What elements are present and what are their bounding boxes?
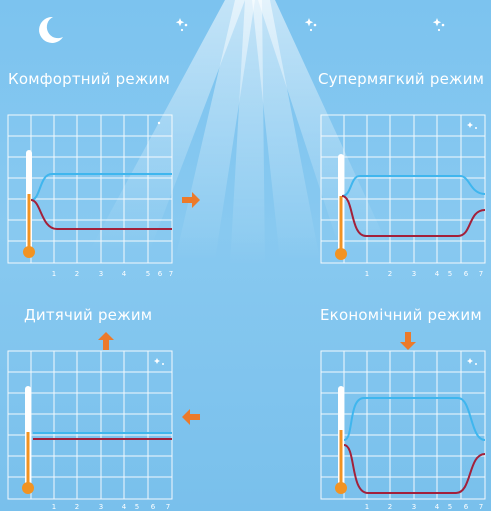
x-tick: 5 bbox=[146, 270, 150, 278]
chart-supersoft: 1 2 3 4 5 6 7 bbox=[320, 114, 486, 278]
x-tick: 7 bbox=[479, 270, 483, 278]
cool-curve bbox=[343, 397, 486, 441]
warm-curve bbox=[341, 195, 486, 237]
chart-moon-stars-icon bbox=[456, 121, 477, 143]
chart-economy: 1 2 3 4 5 6 7 bbox=[320, 350, 486, 511]
warm-curve bbox=[30, 199, 172, 230]
moon-stars-icon bbox=[423, 17, 445, 42]
x-tick: 2 bbox=[388, 503, 392, 511]
thermometer-icon bbox=[22, 386, 34, 494]
x-tick: 2 bbox=[75, 503, 79, 511]
x-tick: 7 bbox=[166, 503, 170, 511]
thermometer-icon bbox=[335, 154, 347, 260]
x-tick: 1 bbox=[52, 270, 56, 278]
x-tick: 4 bbox=[122, 270, 127, 278]
x-tick: 5 bbox=[448, 270, 452, 278]
chart-moon-icon bbox=[144, 121, 162, 142]
x-tick: 5 bbox=[448, 503, 452, 511]
mode-title-supersoft: Супермягкий режим bbox=[318, 70, 485, 88]
arrow-down-icon bbox=[400, 332, 416, 350]
x-tick: 2 bbox=[75, 270, 79, 278]
thermometer-icon bbox=[335, 386, 347, 494]
mode-title-economy: Економічний режим bbox=[320, 306, 482, 324]
mode-title-children: Дитячий режим bbox=[24, 306, 153, 324]
x-tick: 6 bbox=[464, 503, 469, 511]
cool-curve bbox=[30, 173, 172, 201]
x-tick: 1 bbox=[52, 503, 56, 511]
x-tick: 6 bbox=[151, 503, 156, 511]
x-tick: 4 bbox=[435, 503, 440, 511]
moon-stars-icon bbox=[295, 17, 317, 42]
x-tick: 4 bbox=[435, 270, 440, 278]
chart-moon-stars-icon bbox=[143, 357, 164, 379]
x-tick: 4 bbox=[122, 503, 127, 511]
x-tick: 6 bbox=[158, 270, 163, 278]
chart-moon-stars-icon bbox=[456, 357, 477, 379]
moon-stars-icon bbox=[166, 17, 188, 42]
chart-children: 1 2 3 4 5 6 7 bbox=[7, 350, 173, 511]
x-tick: 1 bbox=[365, 270, 369, 278]
x-tick: 2 bbox=[388, 270, 392, 278]
arrow-right-icon bbox=[182, 192, 200, 208]
arrow-left-icon bbox=[182, 409, 200, 425]
cool-curve bbox=[341, 175, 486, 197]
x-tick: 1 bbox=[365, 503, 369, 511]
mode-title-comfort: Комфортний режим bbox=[8, 70, 171, 88]
x-tick: 5 bbox=[135, 503, 139, 511]
x-tick: 3 bbox=[412, 270, 416, 278]
x-tick: 6 bbox=[464, 270, 469, 278]
warm-curve bbox=[343, 444, 486, 494]
x-tick: 7 bbox=[169, 270, 173, 278]
moon-icon bbox=[39, 16, 63, 43]
x-tick: 7 bbox=[479, 503, 483, 511]
x-tick: 3 bbox=[99, 503, 103, 511]
x-tick: 3 bbox=[99, 270, 103, 278]
thermometer-icon bbox=[23, 150, 35, 258]
arrow-up-icon bbox=[98, 332, 114, 350]
x-tick: 3 bbox=[412, 503, 416, 511]
chart-comfort: 1 2 3 4 5 6 7 bbox=[7, 114, 173, 278]
